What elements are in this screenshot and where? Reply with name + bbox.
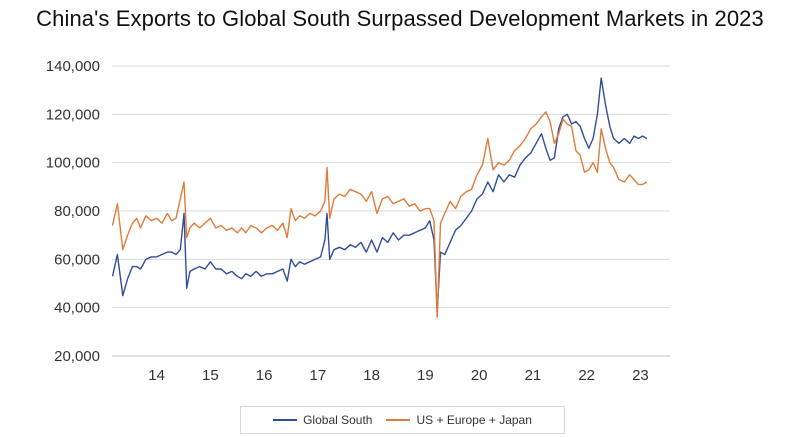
x-tick-label-19: 19: [417, 367, 434, 384]
legend-swatch-global-south: [273, 419, 298, 421]
x-tick-label-23: 23: [632, 367, 649, 384]
y-tick-label-80000: 80,000: [54, 203, 100, 220]
x-tick-label-15: 15: [202, 367, 219, 384]
legend-label-global-south: Global South: [303, 413, 373, 427]
x-tick-label-17: 17: [310, 367, 327, 384]
y-tick-label-120000: 120,000: [46, 106, 100, 123]
x-tick-label-14: 14: [148, 367, 165, 384]
y-axis-tick-labels: 20,000 40,000 60,000 80,000 100,000 120,000 14…: [46, 58, 100, 365]
y-tick-label-40000: 40,000: [54, 300, 100, 317]
y-tick-label-100000: 100,000: [46, 155, 100, 172]
legend: Global South US + Europe + Japan: [240, 406, 565, 434]
legend-swatch-us-europe-japan: [386, 419, 411, 421]
x-tick-label-22: 22: [578, 367, 595, 384]
x-tick-label-21: 21: [525, 367, 542, 384]
y-tick-label-20000: 20,000: [54, 348, 100, 365]
series-line-global-south: [111, 77, 648, 314]
y-tick-label-140000: 140,000: [46, 58, 100, 75]
x-tick-label-18: 18: [363, 367, 380, 384]
gridlines: [112, 65, 670, 309]
series-line-us-europe-japan: [111, 111, 648, 318]
x-tick-label-16: 16: [256, 367, 273, 384]
legend-item-us-europe-japan: US + Europe + Japan: [386, 413, 532, 427]
legend-item-global-south: Global South: [273, 413, 372, 427]
series-lines: [111, 77, 648, 318]
legend-label-us-europe-japan: US + Europe + Japan: [416, 413, 532, 427]
y-tick-label-60000: 60,000: [54, 251, 100, 268]
x-tick-label-20: 20: [471, 367, 488, 384]
chart-title: China's Exports to Global South Surpasse…: [36, 6, 764, 31]
x-axis-tick-labels: 14 15 16 17 18 19 20 21 22 23: [148, 367, 649, 384]
